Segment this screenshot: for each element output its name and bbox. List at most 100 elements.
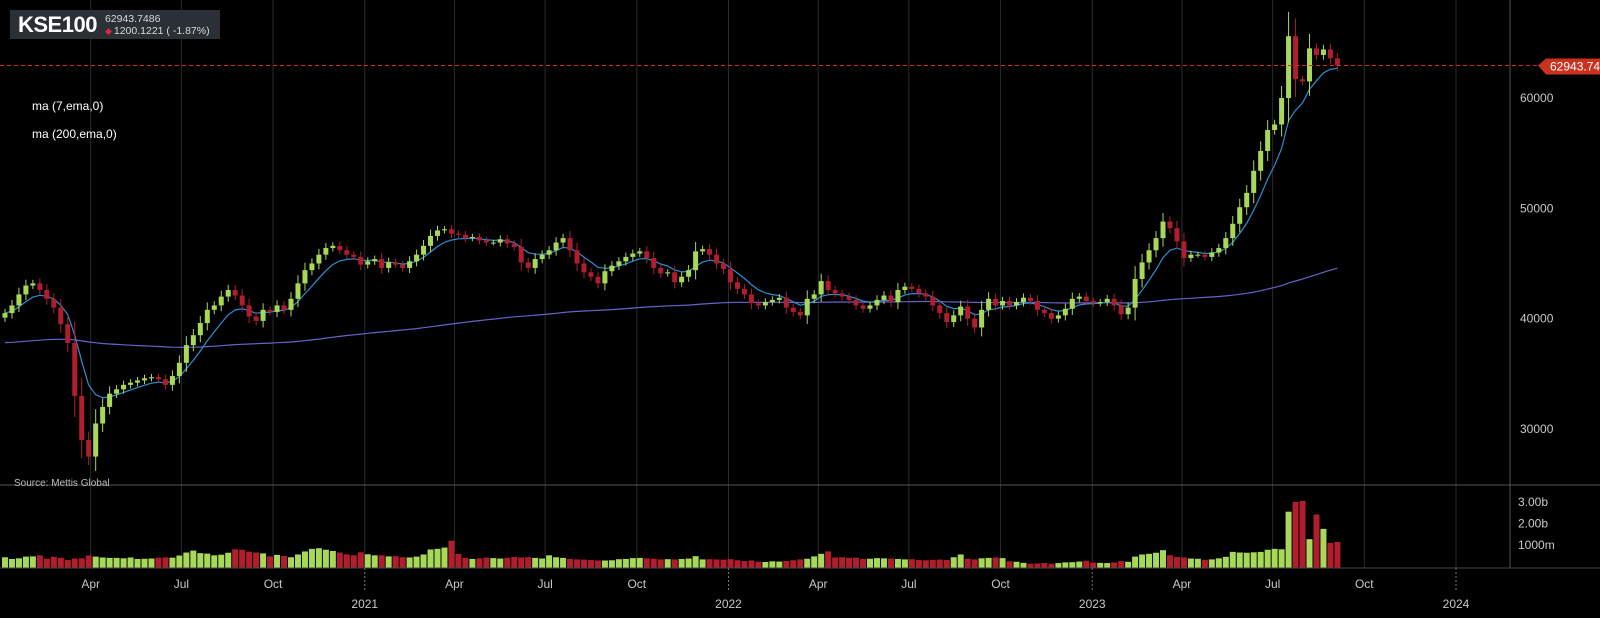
volume-bar: [322, 549, 329, 568]
volume-bar: [950, 557, 957, 568]
candle-body: [183, 345, 189, 363]
candle-body: [93, 423, 99, 457]
candle-body: [1132, 278, 1138, 308]
candle-body: [693, 251, 699, 271]
volume-bar: [232, 549, 239, 568]
candle-body: [1223, 238, 1229, 249]
x-year-label: 2024: [1443, 597, 1470, 611]
volume-bar: [699, 559, 706, 568]
volume-bar: [762, 561, 769, 568]
volume-bar: [1006, 561, 1013, 568]
candle-body: [1048, 313, 1054, 319]
volume-bar: [783, 560, 790, 568]
candle-body: [1153, 238, 1159, 251]
candle-body: [37, 283, 43, 290]
volume-bar: [462, 557, 469, 568]
candle-body: [1251, 170, 1257, 193]
candle-body: [832, 289, 838, 294]
candle-body: [532, 259, 538, 268]
volume-bar: [315, 548, 322, 568]
ma-7-line-layer: [4, 67, 1338, 399]
y-tick-label: 50000: [1520, 201, 1554, 215]
candle-body: [1007, 301, 1013, 306]
candle-body: [930, 296, 936, 306]
volume-bar: [413, 556, 420, 568]
volume-bar: [936, 559, 943, 568]
candle-body: [253, 316, 259, 321]
volume-bar: [992, 557, 999, 568]
candle-body: [86, 440, 92, 457]
volume-bar: [643, 558, 650, 568]
volume-bar: [357, 552, 364, 568]
volume-bar: [1118, 561, 1125, 568]
candle-body: [414, 254, 420, 262]
volume-bar: [846, 557, 853, 568]
volume-bar: [853, 557, 860, 568]
candle-body: [51, 298, 57, 308]
volume-tick-label: 2.00b: [1518, 517, 1548, 531]
candle-body: [762, 302, 768, 306]
volume-bar: [1139, 554, 1146, 568]
candle-body: [100, 406, 106, 424]
volume-bar: [574, 559, 581, 568]
volume-bar: [887, 558, 894, 568]
volume-bar: [832, 557, 839, 568]
volume-bar: [504, 557, 511, 568]
candle-body: [1202, 254, 1208, 257]
volume-bar: [957, 554, 964, 568]
volume-bar: [1132, 556, 1139, 568]
legend-ma-200[interactable]: ma (200,ema,0): [32, 127, 117, 141]
volume-bar: [1299, 500, 1306, 568]
price-tag-shape: [1538, 58, 1600, 75]
candle-body: [1055, 315, 1061, 319]
volume-bar: [350, 555, 357, 568]
candle-body: [330, 245, 336, 249]
volume-bar: [867, 558, 874, 568]
volume-bar: [1250, 552, 1257, 568]
volume-bar: [469, 558, 476, 568]
volume-bar: [727, 559, 734, 568]
candle-body: [337, 245, 343, 251]
volume-bar: [978, 558, 985, 568]
volume-bar: [288, 557, 295, 568]
volume-bar: [797, 559, 804, 568]
volume-bar: [650, 558, 657, 568]
candle-body: [1307, 48, 1313, 82]
candle-body: [65, 324, 71, 343]
candle-body: [811, 294, 817, 299]
candle-body: [923, 293, 929, 297]
volume-bar: [274, 554, 281, 568]
candle-body: [1293, 36, 1299, 80]
volume-bar: [371, 555, 378, 568]
candle-body: [490, 242, 496, 244]
candle-body: [162, 379, 168, 385]
candle-body: [1083, 296, 1089, 302]
volume-bar: [664, 559, 671, 568]
candle-body: [1286, 36, 1292, 98]
volume-bar: [525, 557, 532, 568]
legend-ma-7[interactable]: ma (7,ema,0): [32, 99, 104, 113]
x-tick-label: Jul: [537, 577, 552, 591]
candle-body: [400, 264, 406, 268]
volume-bar: [190, 550, 197, 568]
volume-bar: [999, 558, 1006, 568]
volume-bar: [106, 557, 113, 568]
candle-body: [225, 289, 231, 297]
candle-body: [309, 263, 315, 271]
volume-bar: [755, 561, 762, 568]
candle-body: [58, 307, 64, 325]
volume-bar: [378, 555, 385, 568]
x-tick-label: Jul: [1265, 577, 1280, 591]
volume-bar: [1320, 528, 1327, 568]
volume-bar: [169, 557, 176, 568]
candle-body: [734, 282, 740, 289]
candle-body: [630, 253, 636, 257]
candle-body: [825, 281, 831, 290]
volume-bar: [113, 557, 120, 568]
candle-body: [1174, 228, 1180, 242]
volume-bar: [218, 554, 225, 568]
candle-body: [246, 305, 252, 317]
volume-bar: [790, 560, 797, 568]
candle-body: [1069, 298, 1075, 309]
